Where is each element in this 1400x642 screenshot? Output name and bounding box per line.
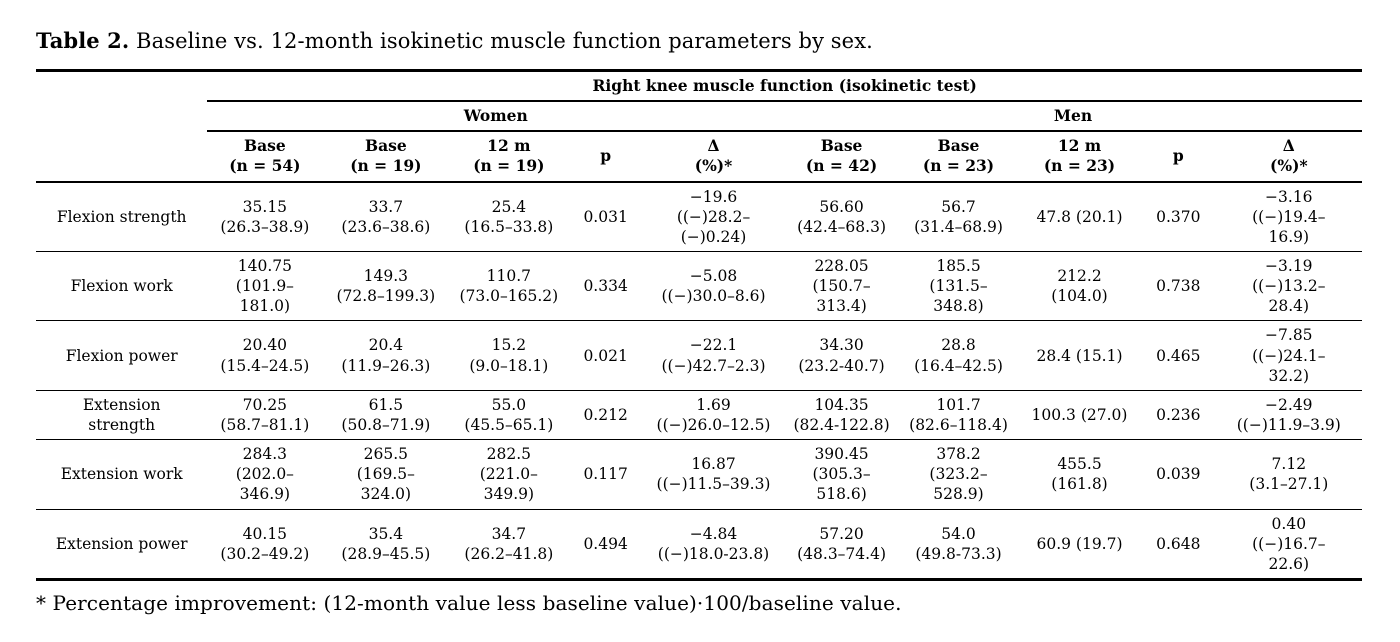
table-cell: 228.05 (150.7– 313.4) <box>784 251 900 322</box>
col-header-men-p: p <box>1141 131 1216 183</box>
table-cell: 0.738 <box>1141 251 1216 322</box>
table-cell: 0.021 <box>568 320 643 391</box>
table-cell: 378.2 (323.2– 528.9) <box>899 439 1018 510</box>
table-cell: 47.8 (20.1) <box>1018 181 1141 252</box>
table-cell: 284.3 (202.0– 346.9) <box>207 439 323 510</box>
table-cell: 0.117 <box>568 439 643 510</box>
table-cell: 35.4 (28.9–45.5) <box>322 509 450 581</box>
table-cell: 55.0 (45.5–65.1) <box>449 390 569 441</box>
table-cell: 212.2 (104.0) <box>1018 251 1141 322</box>
table-cell: 28.8 (16.4–42.5) <box>899 320 1018 391</box>
row-label: Flexion work <box>36 251 208 322</box>
table-cell: −3.16 ((−)19.4– 16.9) <box>1215 181 1362 252</box>
table-cell: 1.69 ((−)26.0–12.5) <box>642 390 785 441</box>
col-header-women-12m: 12 m (n = 19) <box>449 131 569 183</box>
col-header-men-base-all: Base (n = 42) <box>784 131 900 183</box>
table-cell: −19.6 ((−)28.2– (−)0.24) <box>642 181 785 252</box>
table-cell: 56.7 (31.4–68.9) <box>899 181 1018 252</box>
row-label: Flexion power <box>36 320 208 391</box>
column-header-row: Base (n = 54) Base (n = 19) 12 m (n = 19… <box>36 131 1362 183</box>
table-cell: 34.7 (26.2–41.8) <box>449 509 569 581</box>
table-cell: 15.2 (9.0–18.1) <box>449 320 569 391</box>
table-cell: −4.84 ((−)18.0-23.8) <box>642 509 785 581</box>
table-cell: 0.334 <box>568 251 643 322</box>
row-label: Extension power <box>36 509 208 581</box>
table-cell: 60.9 (19.7) <box>1018 509 1141 581</box>
table-cell: −5.08 ((−)30.0–8.6) <box>642 251 785 322</box>
table-row: Flexion work 140.75 (101.9– 181.0) 149.3… <box>36 251 1362 322</box>
table-row: Extension power 40.15 (30.2–49.2) 35.4 (… <box>36 509 1362 581</box>
table-row: Flexion strength 35.15 (26.3–38.9) 33.7 … <box>36 181 1362 252</box>
col-header-women-base: Base (n = 19) <box>322 131 450 183</box>
table-cell: 0.40 ((−)16.7– 22.6) <box>1215 509 1362 581</box>
span-header: Right knee muscle function (isokinetic t… <box>207 69 1362 103</box>
table-cell: 20.40 (15.4–24.5) <box>207 320 323 391</box>
table-cell: 28.4 (15.1) <box>1018 320 1141 391</box>
table-cell: −22.1 ((−)42.7–2.3) <box>642 320 785 391</box>
table-row: Flexion power 20.40 (15.4–24.5) 20.4 (11… <box>36 320 1362 391</box>
table-cell: 140.75 (101.9– 181.0) <box>207 251 323 322</box>
corner-cell <box>36 101 207 131</box>
table-cell: 0.648 <box>1141 509 1216 581</box>
table-cell: 455.5 (161.8) <box>1018 439 1141 510</box>
table-cell: 0.039 <box>1141 439 1216 510</box>
col-header-women-delta: Δ (%)* <box>642 131 785 183</box>
table-cell: 149.3 (72.8–199.3) <box>322 251 450 322</box>
table-title-text: Baseline vs. 12-month isokinetic muscle … <box>129 29 873 53</box>
table-cell: 0.212 <box>568 390 643 441</box>
table-cell: −2.49 ((−)11.9–3.9) <box>1215 390 1362 441</box>
table-cell: 16.87 ((−)11.5–39.3) <box>642 439 785 510</box>
table-cell: 110.7 (73.0–165.2) <box>449 251 569 322</box>
group-header-row: Women Men <box>36 101 1362 133</box>
table-cell: 0.465 <box>1141 320 1216 391</box>
table-row: Extension strength 70.25 (58.7–81.1) 61.… <box>36 390 1362 441</box>
table-cell: 0.494 <box>568 509 643 581</box>
table-cell: 185.5 (131.5– 348.8) <box>899 251 1018 322</box>
table-cell: 34.30 (23.2-40.7) <box>784 320 900 391</box>
table-cell: 56.60 (42.4–68.3) <box>784 181 900 252</box>
col-header-men-12m: 12 m (n = 23) <box>1018 131 1141 183</box>
col-header-men-delta: Δ (%)* <box>1215 131 1362 183</box>
table-cell: −3.19 ((−)13.2– 28.4) <box>1215 251 1362 322</box>
table-cell: 40.15 (30.2–49.2) <box>207 509 323 581</box>
group-header-men: Men <box>784 101 1362 133</box>
table-cell: 57.20 (48.3–74.4) <box>784 509 900 581</box>
table-cell: 25.4 (16.5–33.8) <box>449 181 569 252</box>
table-cell: 20.4 (11.9–26.3) <box>322 320 450 391</box>
table-cell: 7.12 (3.1–27.1) <box>1215 439 1362 510</box>
corner-cell <box>36 69 208 102</box>
table-cell: 54.0 (49.8-73.3) <box>899 509 1018 581</box>
table-cell: 104.35 (82.4-122.8) <box>784 390 900 441</box>
table-cell: 33.7 (23.6–38.6) <box>322 181 450 252</box>
span-header-row: Right knee muscle function (isokinetic t… <box>36 69 1362 103</box>
row-label: Extension work <box>36 439 208 510</box>
table-cell: 61.5 (50.8–71.9) <box>322 390 450 441</box>
col-header-women-p: p <box>568 131 643 183</box>
table-cell: 35.15 (26.3–38.9) <box>207 181 323 252</box>
table-cell: 282.5 (221.0– 349.9) <box>449 439 569 510</box>
table-cell: −7.85 ((−)24.1– 32.2) <box>1215 320 1362 391</box>
table-cell: 0.236 <box>1141 390 1216 441</box>
footnote: * Percentage improvement: (12-month valu… <box>36 590 902 615</box>
group-header-women: Women <box>207 101 785 133</box>
table-row: Extension work 284.3 (202.0– 346.9) 265.… <box>36 439 1362 510</box>
table-cell: 390.45 (305.3– 518.6) <box>784 439 900 510</box>
col-header-men-base: Base (n = 23) <box>899 131 1018 183</box>
row-label: Extension strength <box>36 390 208 441</box>
row-label: Flexion strength <box>36 181 208 252</box>
table-cell: 100.3 (27.0) <box>1018 390 1141 441</box>
results-table: Right knee muscle function (isokinetic t… <box>36 69 1362 581</box>
table-cell: 0.370 <box>1141 181 1216 252</box>
table-cell: 101.7 (82.6–118.4) <box>899 390 1018 441</box>
table-cell: 70.25 (58.7–81.1) <box>207 390 323 441</box>
table-cell: 265.5 (169.5– 324.0) <box>322 439 450 510</box>
table-cell: 0.031 <box>568 181 643 252</box>
table-title-label: Table 2. <box>36 28 130 53</box>
corner-cell <box>36 131 208 183</box>
col-header-women-base-all: Base (n = 54) <box>207 131 323 183</box>
table-title: Table 2. Baseline vs. 12-month isokineti… <box>36 28 1362 53</box>
